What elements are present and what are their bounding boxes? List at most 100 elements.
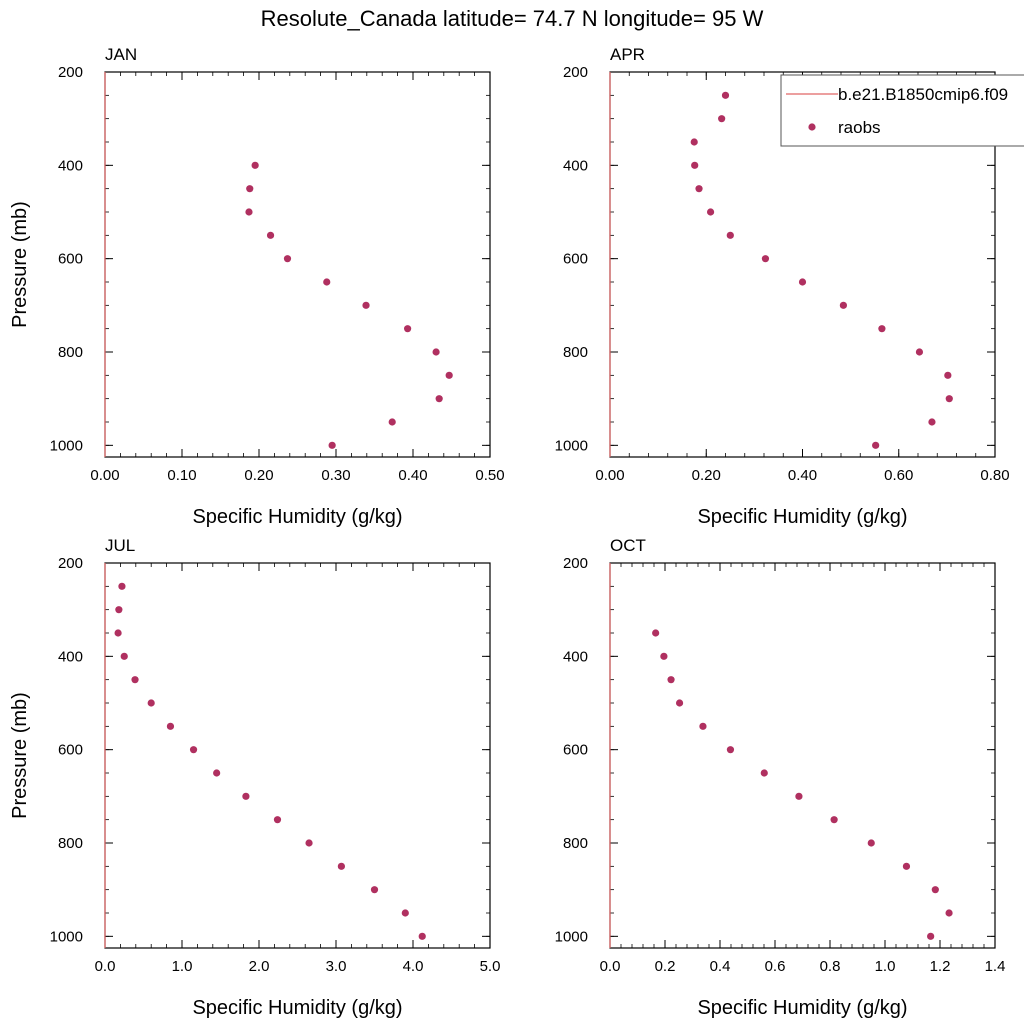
raobs-point (902, 862, 911, 870)
x-tick-label: 5.0 (480, 958, 501, 975)
raobs-point (675, 699, 684, 707)
y-tick-label: 400 (563, 157, 588, 174)
raobs-point (114, 629, 122, 637)
raobs-point (246, 185, 254, 193)
x-tick-label: 0.6 (765, 958, 786, 975)
legend-raobs-marker (808, 123, 816, 131)
raobs-point (362, 301, 370, 309)
x-tick-label: 0.00 (90, 467, 119, 484)
y-tick-label: 400 (58, 648, 83, 665)
raobs-point (652, 629, 660, 637)
panel-jan: JAN 0.00 0.10 0.20 0.30 0.40 0.50 200 400 600 800 1… (9, 45, 505, 528)
x-tick-label: 0.20 (244, 467, 273, 484)
y-tick-label: 1000 (555, 928, 588, 945)
raobs-point (931, 886, 939, 894)
raobs-point (115, 606, 123, 614)
y-tick-label: 600 (58, 742, 83, 759)
raobs-point (660, 652, 668, 660)
raobs-point (761, 255, 770, 263)
raobs-point (131, 676, 139, 684)
x-axis-label-oct: Specific Humidity (g/kg) (697, 997, 907, 1019)
raobs-point (432, 348, 440, 356)
figure-title: Resolute_Canada latitude= 74.7 N longitu… (261, 6, 764, 31)
x-tick-label: 0.2 (655, 958, 676, 975)
legend-model-label: b.e21.B1850cmip6.f09 (838, 85, 1008, 104)
x-tick-label: 4.0 (403, 958, 424, 975)
raobs-point (726, 231, 734, 239)
raobs-point (706, 208, 715, 216)
panel-label-jul: JUL (105, 536, 135, 555)
x-tick-label: 0.8 (820, 958, 841, 975)
x-tick-label: 1.0 (875, 958, 896, 975)
x-tick-label: 0.00 (595, 467, 624, 484)
x-tick-label: 0.40 (398, 467, 427, 484)
raobs-point (418, 932, 426, 940)
raobs-point (927, 932, 935, 940)
x-tick-label: 0.80 (980, 467, 1009, 484)
raobs-point (323, 278, 331, 286)
x-tick-label: 0.60 (884, 467, 913, 484)
x-tick-label: 1.0 (172, 958, 193, 975)
raobs-point (878, 325, 886, 333)
raobs-point (691, 161, 699, 169)
panel-label-oct: OCT (610, 536, 646, 555)
raobs-point (695, 185, 703, 193)
x-tick-label: 0.50 (475, 467, 504, 484)
raobs-point (401, 909, 409, 917)
legend-box (780, 74, 1024, 147)
raobs-point (337, 862, 345, 870)
raobs-point (305, 839, 313, 847)
y-tick-label: 400 (58, 157, 83, 174)
y-tick-label: 1000 (50, 437, 83, 454)
raobs-point (944, 371, 952, 379)
x-axis-label-apr: Specific Humidity (g/kg) (697, 506, 907, 528)
y-tick-label: 600 (563, 251, 588, 268)
raobs-point (915, 348, 924, 356)
raobs-point (120, 652, 128, 660)
raobs-point (867, 839, 875, 847)
raobs-point (404, 325, 412, 333)
raobs-point (718, 115, 726, 123)
raobs-point (839, 301, 848, 309)
x-tick-label: 0.40 (788, 467, 817, 484)
y-tick-label: 200 (58, 555, 83, 572)
y-tick-label: 800 (58, 344, 83, 361)
y-tick-label: 400 (563, 648, 588, 665)
y-axis-label-jul: Pressure (mb) (9, 692, 31, 819)
raobs-point (795, 792, 803, 800)
raobs-point (251, 161, 259, 169)
raobs-point (445, 371, 453, 379)
raobs-point (721, 91, 730, 99)
panel-oct: OCT 0.0 0.2 0.4 0.6 0.8 1.0 1.2 1.4 200 400 600 800 1… (555, 536, 1006, 1019)
x-tick-label: 2.0 (249, 958, 270, 975)
raobs-point (189, 746, 198, 754)
raobs-point (166, 722, 175, 730)
raobs-point (118, 582, 126, 590)
raobs-point (699, 722, 707, 730)
panel-label-apr: APR (610, 45, 645, 64)
raobs-point (667, 676, 675, 684)
raobs-point (760, 769, 768, 777)
raobs-point (690, 138, 698, 146)
raobs-point (726, 746, 735, 754)
raobs-point (242, 792, 250, 800)
raobs-point (213, 769, 221, 777)
raobs-point (798, 278, 807, 286)
plot-frame-jul (104, 562, 491, 949)
y-tick-label: 800 (58, 835, 83, 852)
x-axis-label-jan: Specific Humidity (g/kg) (192, 506, 402, 528)
y-tick-label: 800 (563, 835, 588, 852)
panel-label-jan: JAN (105, 45, 137, 64)
y-tick-label: 600 (58, 251, 83, 268)
y-tick-label: 1000 (555, 437, 588, 454)
raobs-point (266, 231, 275, 239)
legend-raobs-label: raobs (838, 118, 881, 137)
raobs-point (245, 208, 253, 216)
x-axis-label-jul: Specific Humidity (g/kg) (192, 997, 402, 1019)
x-tick-label: 0.0 (600, 958, 621, 975)
y-tick-label: 200 (563, 555, 588, 572)
raobs-point (273, 816, 282, 824)
raobs-point (328, 441, 336, 449)
raobs-point (435, 395, 443, 403)
